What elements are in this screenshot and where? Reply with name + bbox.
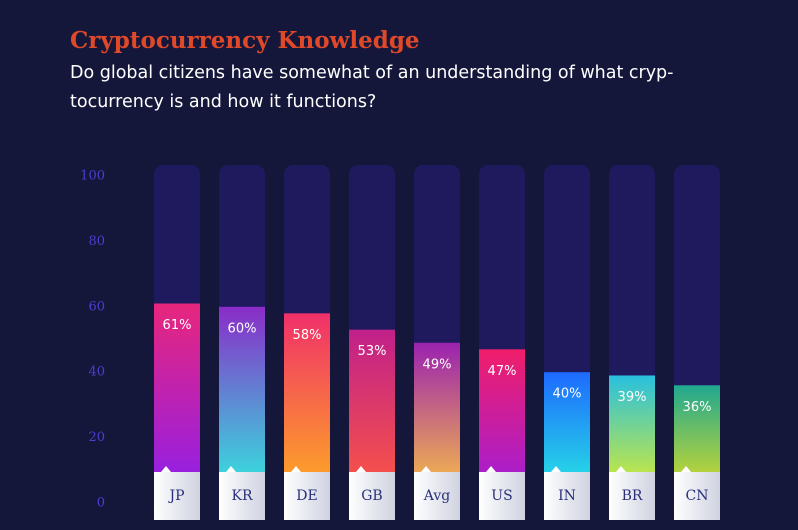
category-box [674, 472, 720, 520]
category-box [219, 472, 265, 520]
x-tick-label: CN [686, 488, 709, 504]
y-tick-label: 0 [97, 496, 105, 511]
value-label: 36% [683, 400, 712, 415]
box-notch [681, 466, 691, 472]
x-tick-label: GB [361, 488, 382, 504]
y-tick-label: 80 [88, 234, 105, 249]
value-label: 53% [358, 344, 387, 359]
chart-subtitle: tocurrency is and how it functions? [70, 92, 376, 112]
category-box [284, 472, 330, 520]
value-label: 40% [553, 387, 582, 402]
category-box [154, 472, 200, 520]
chart-title: Cryptocurrency Knowledge [70, 27, 420, 54]
category-box [414, 472, 460, 520]
box-notch [226, 466, 236, 472]
chart-subtitle: Do global citizens have somewhat of an u… [70, 63, 673, 83]
bar [154, 303, 200, 503]
category-box [349, 472, 395, 520]
x-tick-label: Avg [423, 488, 450, 504]
x-tick-label: BR [622, 488, 643, 504]
value-label: 60% [228, 321, 257, 336]
box-notch [616, 466, 626, 472]
y-tick-label: 100 [80, 169, 105, 184]
bar [219, 306, 265, 503]
box-notch [421, 466, 431, 472]
box-notch [291, 466, 301, 472]
x-tick-label: US [491, 488, 512, 504]
x-tick-label: JP [167, 488, 184, 504]
box-notch [551, 466, 561, 472]
box-notch [486, 466, 496, 472]
value-label: 49% [423, 357, 452, 372]
value-label: 39% [618, 390, 647, 405]
category-box [479, 472, 525, 520]
y-tick-label: 20 [88, 430, 105, 445]
y-tick-label: 60 [88, 299, 105, 314]
x-tick-label: DE [296, 488, 317, 504]
category-box [609, 472, 655, 520]
y-tick-label: 40 [88, 365, 105, 380]
box-notch [356, 466, 366, 472]
x-tick-label: IN [558, 488, 576, 504]
x-tick-label: KR [232, 488, 253, 504]
box-notch [161, 466, 171, 472]
category-box [544, 472, 590, 520]
value-label: 47% [488, 364, 517, 379]
value-label: 58% [293, 328, 322, 343]
value-label: 61% [163, 318, 192, 333]
